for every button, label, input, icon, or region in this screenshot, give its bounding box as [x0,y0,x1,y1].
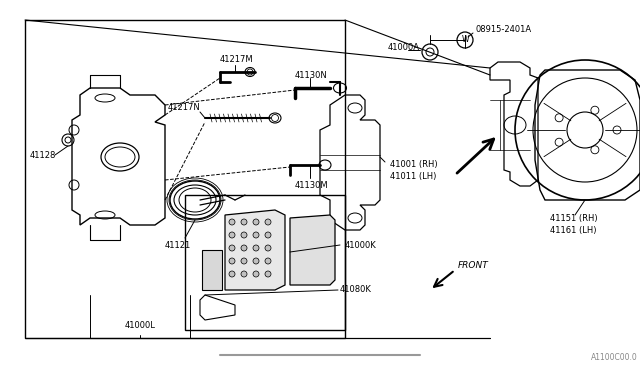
Circle shape [265,271,271,277]
Circle shape [241,232,247,238]
Circle shape [253,245,259,251]
Circle shape [265,232,271,238]
Circle shape [253,258,259,264]
Text: W: W [461,35,468,45]
Text: 41000A: 41000A [388,44,420,52]
Circle shape [241,245,247,251]
Text: 41001 (RH): 41001 (RH) [390,160,438,170]
Circle shape [265,258,271,264]
Circle shape [229,219,235,225]
Circle shape [229,245,235,251]
Text: 41217N: 41217N [167,103,200,112]
Circle shape [253,232,259,238]
Text: 41121: 41121 [165,241,191,250]
Circle shape [241,258,247,264]
Circle shape [229,258,235,264]
Text: 41161 (LH): 41161 (LH) [550,225,596,234]
Text: 41128: 41128 [30,151,56,160]
Circle shape [265,219,271,225]
Text: 41151 (RH): 41151 (RH) [550,214,598,222]
Text: 41000L: 41000L [125,321,156,330]
Circle shape [253,271,259,277]
Circle shape [229,271,235,277]
Text: 41130M: 41130M [295,180,328,189]
Circle shape [241,219,247,225]
Polygon shape [202,250,222,290]
Circle shape [265,245,271,251]
Circle shape [241,271,247,277]
Text: A1100C00.0: A1100C00.0 [591,353,638,362]
Text: 41000K: 41000K [345,241,377,250]
Polygon shape [225,210,285,290]
Circle shape [457,32,473,48]
Circle shape [229,232,235,238]
Bar [25,20,345,338]
Text: 41080K: 41080K [340,285,372,295]
Text: FRONT: FRONT [458,260,489,269]
Polygon shape [290,215,335,285]
Text: 41130N: 41130N [295,71,328,80]
Text: 41217M: 41217M [220,55,253,64]
Text: 41011 (LH): 41011 (LH) [390,173,436,182]
Circle shape [253,219,259,225]
Bar [185,195,345,330]
Text: 08915-2401A: 08915-2401A [475,26,531,35]
